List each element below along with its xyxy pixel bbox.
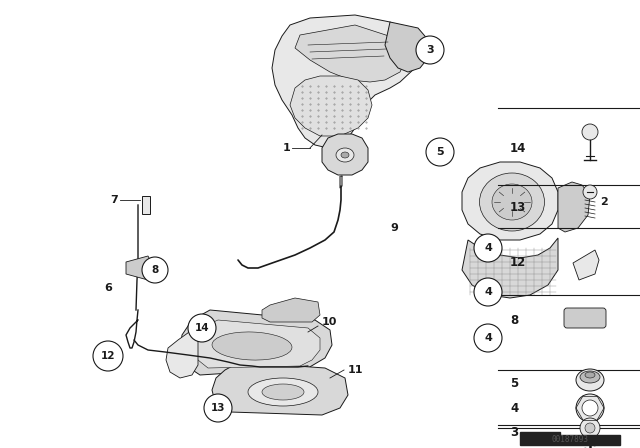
Circle shape xyxy=(416,36,444,64)
Circle shape xyxy=(426,138,454,166)
Polygon shape xyxy=(462,162,558,240)
Text: 13: 13 xyxy=(211,403,225,413)
Ellipse shape xyxy=(341,152,349,158)
Text: 3: 3 xyxy=(426,45,434,55)
Ellipse shape xyxy=(492,184,532,220)
Text: 8: 8 xyxy=(152,265,159,275)
Text: 14: 14 xyxy=(195,323,209,333)
Polygon shape xyxy=(192,320,320,368)
Text: 3: 3 xyxy=(510,426,518,439)
Text: 4: 4 xyxy=(484,333,492,343)
Polygon shape xyxy=(272,15,420,148)
Polygon shape xyxy=(385,22,430,72)
Circle shape xyxy=(142,257,168,283)
Text: 2: 2 xyxy=(600,197,608,207)
Text: 00187893: 00187893 xyxy=(552,435,589,444)
Polygon shape xyxy=(212,362,348,415)
Circle shape xyxy=(204,394,232,422)
Text: 9: 9 xyxy=(390,223,398,233)
Polygon shape xyxy=(558,182,590,232)
Text: 1: 1 xyxy=(282,143,290,153)
Circle shape xyxy=(576,394,604,422)
Polygon shape xyxy=(573,250,599,280)
FancyBboxPatch shape xyxy=(142,196,150,214)
Text: 4: 4 xyxy=(484,243,492,253)
Ellipse shape xyxy=(248,378,318,406)
Circle shape xyxy=(474,324,502,352)
Polygon shape xyxy=(290,76,372,136)
Polygon shape xyxy=(520,435,620,445)
Text: 7: 7 xyxy=(110,195,118,205)
Circle shape xyxy=(582,124,598,140)
Text: 5: 5 xyxy=(436,147,444,157)
Circle shape xyxy=(582,400,598,416)
Polygon shape xyxy=(520,432,560,435)
Polygon shape xyxy=(340,176,342,188)
Text: 8: 8 xyxy=(510,314,518,327)
Polygon shape xyxy=(295,25,408,82)
Polygon shape xyxy=(462,238,558,298)
Text: 4: 4 xyxy=(484,287,492,297)
Ellipse shape xyxy=(585,372,595,378)
Text: 14: 14 xyxy=(510,142,526,155)
Ellipse shape xyxy=(212,332,292,360)
Circle shape xyxy=(474,278,502,306)
Text: 10: 10 xyxy=(322,317,337,327)
Text: 12: 12 xyxy=(510,255,526,268)
Ellipse shape xyxy=(580,371,600,383)
Polygon shape xyxy=(322,134,368,175)
Circle shape xyxy=(93,341,123,371)
Text: 11: 11 xyxy=(348,365,364,375)
Polygon shape xyxy=(126,256,152,280)
Text: 5: 5 xyxy=(510,376,518,389)
Circle shape xyxy=(580,418,600,438)
Polygon shape xyxy=(166,330,198,378)
Circle shape xyxy=(188,314,216,342)
Ellipse shape xyxy=(262,384,304,400)
Text: 13: 13 xyxy=(510,201,526,214)
Text: 4: 4 xyxy=(510,401,518,414)
Text: 12: 12 xyxy=(100,351,115,361)
Circle shape xyxy=(583,185,597,199)
Ellipse shape xyxy=(576,369,604,391)
Circle shape xyxy=(585,423,595,433)
FancyBboxPatch shape xyxy=(564,308,606,328)
Ellipse shape xyxy=(479,173,545,231)
Text: 6: 6 xyxy=(104,283,112,293)
Polygon shape xyxy=(180,310,332,375)
Ellipse shape xyxy=(336,148,354,162)
Circle shape xyxy=(474,234,502,262)
Polygon shape xyxy=(262,298,320,322)
